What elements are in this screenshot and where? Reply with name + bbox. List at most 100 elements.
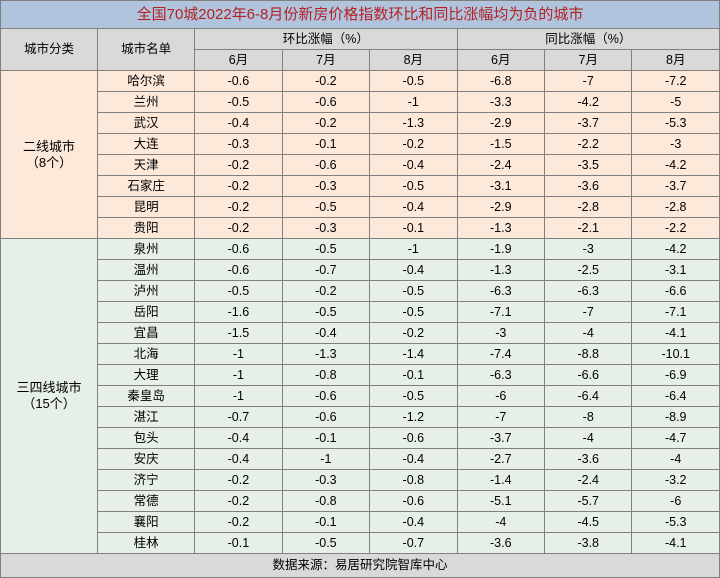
value-cell: -7.1 (457, 302, 544, 323)
value-cell: -0.8 (282, 491, 369, 512)
value-cell: -2.4 (545, 470, 632, 491)
value-cell: -0.2 (195, 470, 282, 491)
value-cell: -0.5 (370, 302, 457, 323)
value-cell: -0.1 (282, 512, 369, 533)
value-cell: -4.5 (545, 512, 632, 533)
value-cell: -1.2 (370, 407, 457, 428)
col-month: 6月 (457, 50, 544, 71)
value-cell: -3 (632, 134, 720, 155)
col-category: 城市分类 (1, 29, 98, 71)
value-cell: -5.3 (632, 512, 720, 533)
value-cell: -0.4 (370, 512, 457, 533)
value-cell: -3.5 (545, 155, 632, 176)
value-cell: -7.4 (457, 344, 544, 365)
city-cell: 岳阳 (98, 302, 195, 323)
value-cell: -2.9 (457, 113, 544, 134)
value-cell: -1 (282, 449, 369, 470)
value-cell: -6.3 (457, 281, 544, 302)
value-cell: -0.1 (370, 218, 457, 239)
value-cell: -0.1 (282, 134, 369, 155)
col-yoy: 同比涨幅（%） (457, 29, 719, 50)
value-cell: -4 (545, 428, 632, 449)
col-mom: 环比涨幅（%） (195, 29, 457, 50)
value-cell: -4 (545, 323, 632, 344)
data-source: 数据来源：易居研究院智库中心 (1, 554, 720, 578)
value-cell: -6.4 (545, 386, 632, 407)
table-container: 全国70城2022年6-8月份新房价格指数环比和同比涨幅均为负的城市城市分类城市… (0, 0, 720, 553)
city-cell: 秦皇岛 (98, 386, 195, 407)
value-cell: -1.4 (457, 470, 544, 491)
city-cell: 泸州 (98, 281, 195, 302)
value-cell: -0.2 (195, 155, 282, 176)
value-cell: -1.3 (282, 344, 369, 365)
value-cell: -0.5 (282, 197, 369, 218)
value-cell: -1 (370, 92, 457, 113)
value-cell: -0.1 (370, 365, 457, 386)
value-cell: -0.8 (370, 470, 457, 491)
value-cell: -0.6 (282, 386, 369, 407)
value-cell: -1.9 (457, 239, 544, 260)
value-cell: -4.1 (632, 533, 720, 554)
value-cell: -0.5 (282, 533, 369, 554)
city-cell: 济宁 (98, 470, 195, 491)
value-cell: -5 (632, 92, 720, 113)
city-cell: 宜昌 (98, 323, 195, 344)
city-cell: 包头 (98, 428, 195, 449)
value-cell: -4.7 (632, 428, 720, 449)
value-cell: -5.1 (457, 491, 544, 512)
value-cell: -6 (632, 491, 720, 512)
value-cell: -0.7 (195, 407, 282, 428)
value-cell: -0.2 (195, 491, 282, 512)
value-cell: -1.3 (457, 218, 544, 239)
value-cell: -0.2 (195, 197, 282, 218)
value-cell: -3.1 (457, 176, 544, 197)
city-cell: 泉州 (98, 239, 195, 260)
value-cell: -0.2 (370, 323, 457, 344)
value-cell: -3.2 (632, 470, 720, 491)
value-cell: -2.8 (632, 197, 720, 218)
value-cell: -2.7 (457, 449, 544, 470)
value-cell: -3.3 (457, 92, 544, 113)
value-cell: -5.7 (545, 491, 632, 512)
value-cell: -6 (457, 386, 544, 407)
category-cell: 三四线城市（15个） (1, 239, 98, 554)
city-cell: 湛江 (98, 407, 195, 428)
value-cell: -0.6 (370, 491, 457, 512)
value-cell: -3.6 (545, 449, 632, 470)
value-cell: -7 (545, 71, 632, 92)
category-cell: 二线城市（8个） (1, 71, 98, 239)
value-cell: -1 (195, 344, 282, 365)
value-cell: -0.5 (370, 71, 457, 92)
value-cell: -0.5 (282, 239, 369, 260)
col-month: 6月 (195, 50, 282, 71)
col-city: 城市名单 (98, 29, 195, 71)
value-cell: -3.7 (632, 176, 720, 197)
value-cell: -0.2 (282, 113, 369, 134)
value-cell: -1.5 (195, 323, 282, 344)
value-cell: -0.2 (195, 512, 282, 533)
value-cell: -1.5 (457, 134, 544, 155)
value-cell: -0.3 (195, 134, 282, 155)
value-cell: -0.5 (370, 386, 457, 407)
value-cell: -5.3 (632, 113, 720, 134)
value-cell: -8.8 (545, 344, 632, 365)
value-cell: -1 (195, 386, 282, 407)
city-cell: 天津 (98, 155, 195, 176)
col-month: 8月 (370, 50, 457, 71)
city-cell: 武汉 (98, 113, 195, 134)
value-cell: -0.7 (282, 260, 369, 281)
value-cell: -1.3 (370, 113, 457, 134)
value-cell: -6.4 (632, 386, 720, 407)
value-cell: -0.8 (282, 365, 369, 386)
value-cell: -3.6 (545, 176, 632, 197)
value-cell: -0.3 (282, 470, 369, 491)
city-cell: 大理 (98, 365, 195, 386)
value-cell: -2.8 (545, 197, 632, 218)
value-cell: -0.7 (370, 533, 457, 554)
value-cell: -2.2 (632, 218, 720, 239)
price-index-table: 全国70城2022年6-8月份新房价格指数环比和同比涨幅均为负的城市城市分类城市… (0, 0, 720, 578)
value-cell: -1.3 (457, 260, 544, 281)
table-title: 全国70城2022年6-8月份新房价格指数环比和同比涨幅均为负的城市 (1, 1, 720, 29)
value-cell: -2.5 (545, 260, 632, 281)
value-cell: -0.4 (370, 197, 457, 218)
